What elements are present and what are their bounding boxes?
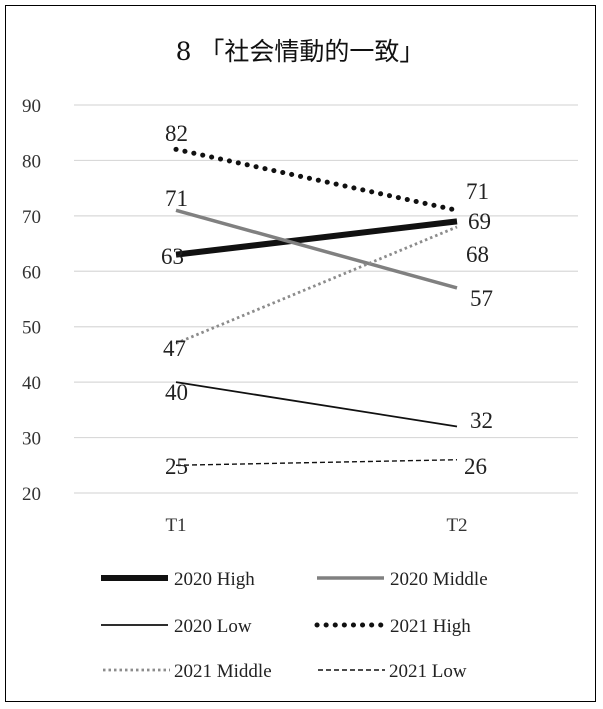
data-label-2021-middle-t1: 47 — [163, 336, 186, 361]
legend-item-2021-high: 2021 High — [314, 616, 471, 637]
series-line-2021-high — [173, 146, 460, 213]
series-line-2020-high — [175, 218, 458, 258]
y-tick-label: 80 — [22, 151, 41, 172]
legend-label: 2021 Middle — [174, 661, 272, 682]
data-label-2021-low-t1: 25 — [165, 454, 188, 479]
series-line-2020-low — [175, 381, 458, 428]
data-label-2021-low-t2: 26 — [464, 454, 487, 479]
legend-label: 2020 Middle — [390, 569, 488, 590]
legend-label: 2020 High — [174, 569, 255, 590]
data-label-2020-high-t1: 63 — [161, 244, 184, 269]
y-axis-tick-labels: 20 30 40 50 60 70 80 90 — [22, 96, 41, 505]
legend-item-2020-low: 2020 Low — [101, 616, 252, 637]
data-label-2021-high-t1: 82 — [165, 121, 188, 146]
x-axis-tick-labels: T1 T2 — [165, 515, 467, 536]
legend-item-2020-high: 2020 High — [101, 569, 255, 590]
chart-title: 8 「社会情動的一致」 — [176, 37, 425, 66]
data-label-2020-middle-t2: 57 — [470, 286, 493, 311]
y-tick-label: 70 — [22, 207, 41, 228]
data-label-2020-middle-t1: 71 — [165, 186, 188, 211]
legend-item-2020-middle: 2020 Middle — [317, 569, 488, 590]
y-tick-label: 50 — [22, 318, 41, 339]
data-label-2020-high-t2: 69 — [468, 209, 491, 234]
series-line-2021-low — [175, 459, 458, 466]
chart-frame — [5, 5, 596, 702]
y-tick-label: 60 — [22, 262, 41, 283]
y-tick-label: 90 — [22, 96, 41, 117]
x-tick-label: T2 — [446, 515, 467, 536]
x-tick-label: T1 — [165, 515, 186, 536]
data-label-2020-low-t1: 40 — [165, 380, 188, 405]
data-label-2021-high-t2: 71 — [466, 179, 489, 204]
legend-item-2021-low: 2021 Low — [318, 661, 467, 682]
data-label-2020-low-t2: 32 — [470, 408, 493, 433]
legend: 2020 High 2020 Middle 2020 Low 2021 High 202… — [101, 569, 488, 682]
legend-label: 2020 Low — [174, 616, 252, 637]
legend-label: 2021 High — [390, 616, 471, 637]
series-line-2021-middle — [175, 225, 458, 345]
data-labels: 63 69 71 57 40 32 82 71 47 68 25 26 — [161, 121, 493, 479]
series-lines — [173, 146, 460, 466]
series-line-2020-middle — [175, 208, 458, 290]
legend-label: 2021 Low — [389, 661, 467, 682]
data-label-2021-middle-t2: 68 — [466, 242, 489, 267]
gridlines — [74, 104, 578, 494]
y-tick-label: 40 — [22, 373, 41, 394]
y-tick-label: 30 — [22, 429, 41, 450]
legend-item-2021-middle: 2021 Middle — [103, 661, 272, 682]
y-tick-label: 20 — [22, 484, 41, 505]
